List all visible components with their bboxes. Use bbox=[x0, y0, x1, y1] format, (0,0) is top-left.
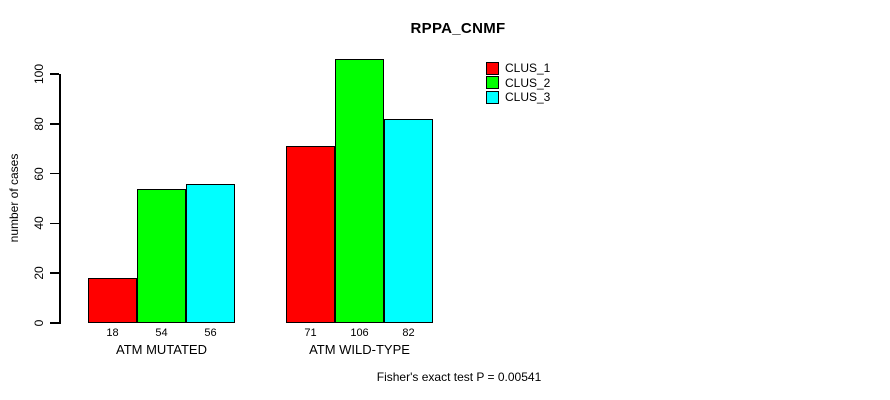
bar-clus-3-atm-mutated bbox=[186, 183, 235, 323]
legend-label-clus-1: CLUS_1 bbox=[505, 61, 551, 76]
y-tick-mark-0 bbox=[50, 322, 59, 324]
legend-label-clus-3: CLUS_3 bbox=[505, 90, 551, 105]
bar-value-clus-3-atm-mutated: 56 bbox=[204, 327, 217, 339]
legend-label-clus-2: CLUS_2 bbox=[505, 75, 551, 90]
legend-swatch-clus-2 bbox=[486, 76, 499, 90]
y-tick-mark-20 bbox=[50, 272, 59, 274]
legend-item-clus-2: CLUS_2 bbox=[486, 76, 550, 91]
category-label-atm-mutated: ATM MUTATED bbox=[116, 342, 207, 357]
y-tick-label-80: 80 bbox=[32, 117, 46, 131]
bar-clus-1-atm-mutated bbox=[88, 278, 137, 323]
bar-value-clus-1-atm-mutated: 18 bbox=[106, 327, 119, 339]
legend-swatch-clus-1 bbox=[486, 61, 499, 75]
bar-clus-2-atm-wild-type bbox=[335, 59, 384, 323]
y-tick-label-20: 20 bbox=[32, 266, 46, 280]
y-axis-label: number of cases bbox=[7, 153, 21, 243]
y-tick-mark-40 bbox=[50, 222, 59, 225]
y-tick-mark-100 bbox=[50, 73, 59, 75]
bar-clus-1-atm-wild-type bbox=[286, 146, 335, 323]
y-tick-label-100: 100 bbox=[32, 63, 46, 85]
y-tick-label-60: 60 bbox=[32, 166, 46, 181]
bar-value-clus-3-atm-wild-type: 82 bbox=[402, 327, 415, 339]
y-tick-mark-60 bbox=[50, 172, 59, 175]
legend-item-clus-1: CLUS_1 bbox=[486, 61, 550, 76]
y-tick-label-40: 40 bbox=[32, 216, 46, 231]
legend-item-clus-3: CLUS_3 bbox=[486, 90, 550, 105]
bar-clus-2-atm-mutated bbox=[137, 188, 186, 323]
bar-value-clus-2-atm-wild-type: 106 bbox=[350, 327, 369, 339]
bar-value-clus-1-atm-wild-type: 71 bbox=[304, 327, 317, 339]
legend: CLUS_1 CLUS_2 CLUS_3 bbox=[486, 61, 550, 105]
fishers-test-annotation: Fisher's exact test P = 0.00541 bbox=[376, 370, 542, 384]
chart-title: RPPA_CNMF bbox=[410, 20, 506, 37]
y-tick-mark-80 bbox=[50, 123, 59, 125]
y-axis-line bbox=[59, 73, 61, 324]
bar-value-clus-2-atm-mutated: 54 bbox=[155, 327, 168, 339]
bar-clus-3-atm-wild-type bbox=[384, 118, 433, 323]
legend-swatch-clus-3 bbox=[486, 90, 499, 104]
y-tick-label-0: 0 bbox=[32, 319, 46, 327]
category-label-atm-wild-type: ATM WILD-TYPE bbox=[309, 342, 410, 357]
